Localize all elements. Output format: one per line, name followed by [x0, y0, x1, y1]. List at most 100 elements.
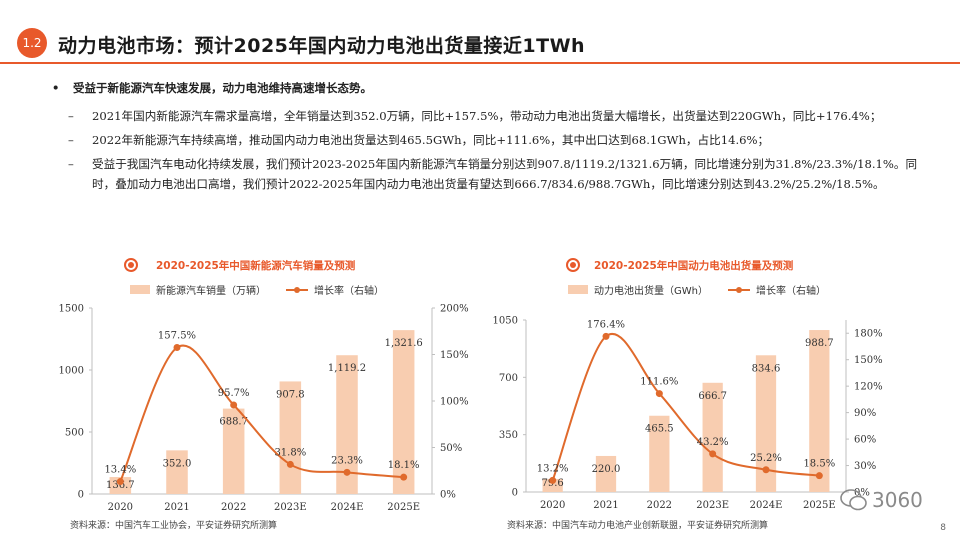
growth-point	[709, 450, 717, 458]
page-number: 8	[940, 523, 946, 533]
y2-tick-label: 100%	[440, 397, 469, 408]
chart-title-icon	[566, 258, 580, 272]
growth-label: 176.4%	[587, 319, 625, 330]
bar	[542, 478, 563, 492]
bar	[809, 330, 830, 492]
legend-line-label: 增长率（右轴）	[314, 286, 384, 297]
y-tick-label: 1050	[493, 316, 518, 327]
growth-point	[400, 473, 408, 481]
bar	[109, 477, 132, 494]
bar	[166, 450, 188, 494]
growth-label: 157.5%	[158, 331, 196, 342]
legend-line-swatch	[286, 285, 308, 294]
bar-value-label: 688.7	[219, 417, 248, 428]
main-bullet-text: 受益于新能源汽车快速发展，动力电池维持高速增长态势。	[73, 81, 372, 95]
growth-point	[602, 332, 610, 340]
x-tick-label: 2020	[108, 502, 133, 513]
growth-label: 18.1%	[388, 460, 420, 471]
x-tick-label: 2021	[164, 502, 189, 513]
bar-value-label: 834.6	[752, 363, 781, 374]
growth-label: 43.2%	[697, 437, 729, 448]
growth-point	[762, 466, 770, 474]
source-left: 资料来源：中国汽车工业协会，平安证券研究所测算	[70, 521, 278, 531]
legend-right: 动力电池出货量（GWh） 增长率（右轴）	[568, 282, 826, 297]
bar-value-label: 1,119.2	[328, 363, 366, 374]
x-tick-label: 2025E	[387, 502, 420, 513]
header-divider	[0, 62, 960, 64]
legend-line-label: 增长率（右轴）	[755, 286, 826, 297]
bullet-dot: •	[52, 81, 60, 95]
x-tick-label: 2021	[593, 500, 618, 511]
x-tick-label: 2024E	[750, 500, 783, 511]
legend-bar-swatch	[130, 285, 150, 294]
chart-title-right: 2020-2025年中国动力电池出货量及预测	[594, 260, 794, 272]
y-tick-label: 500	[65, 428, 84, 439]
sub-bullet-text: 受益于我国汽车电动化持续发展，我们预计2023-2025年国内新能源汽车销量分别…	[92, 157, 918, 191]
y-tick-label: 0	[512, 488, 518, 499]
bar-value-label: 465.5	[645, 424, 674, 435]
growth-label: 111.6%	[640, 377, 678, 388]
chart-title-icon	[124, 258, 138, 272]
bar	[392, 330, 415, 494]
y2-tick-label: 30%	[854, 461, 876, 472]
bar-value-label: 1,321.6	[385, 338, 423, 349]
y-tick-label: 0	[78, 490, 84, 501]
growth-point	[230, 401, 238, 409]
main-bullet: • 受益于新能源汽车快速发展，动力电池维持高速增长态势。	[44, 78, 924, 98]
x-tick-label: 2025E	[803, 500, 836, 511]
growth-point	[549, 476, 557, 484]
bar-value-label: 220.0	[592, 464, 621, 475]
chart-title-left: 2020-2025年中国新能源汽车销量及预测	[156, 260, 356, 272]
y2-tick-label: 0%	[440, 490, 456, 501]
y2-tick-label: 150%	[440, 350, 469, 361]
growth-point	[286, 460, 294, 468]
growth-point	[343, 468, 351, 476]
x-tick-label: 2022	[647, 500, 672, 511]
x-tick-label: 2022	[221, 502, 246, 513]
y-tick-label: 350	[499, 430, 518, 441]
legend-left: 新能源汽车销量（万辆） 增长率（右轴）	[130, 282, 384, 297]
growth-point	[173, 344, 181, 352]
watermark: 3060	[840, 488, 923, 512]
y-tick-label: 1500	[59, 304, 84, 315]
growth-label: 25.2%	[750, 453, 782, 464]
watermark-text: 3060	[872, 488, 923, 512]
x-tick-label: 2024E	[331, 502, 364, 513]
bullet-dash: –	[68, 133, 74, 147]
y2-tick-label: 60%	[854, 435, 876, 446]
sub-bullet: – 2021年国内新能源汽车需求量高增，全年销量达到352.0万辆，同比+157…	[44, 106, 924, 126]
y2-tick-label: 180%	[854, 329, 883, 340]
sub-bullet-text: 2022年新能源汽车持续高增，推动国内动力电池出货量达到465.5GWh，同比+…	[92, 133, 770, 147]
bar	[595, 455, 617, 492]
page-title: 动力电池市场：预计2025年国内动力电池出货量接近1TWh	[58, 35, 586, 57]
growth-label: 95.7%	[218, 388, 250, 399]
y2-tick-label: 0%	[854, 488, 870, 499]
growth-point	[815, 472, 823, 480]
bar-value-label: 666.7	[698, 391, 727, 402]
legend-bar-label: 新能源汽车销量（万辆）	[156, 286, 266, 297]
bar-value-label: 907.8	[276, 389, 305, 400]
battery-shipment-chart: 035070010500%30%60%90%120%150%180%79.620…	[493, 316, 883, 512]
bullet-list: • 受益于新能源汽车快速发展，动力电池维持高速增长态势。 – 2021年国内新能…	[44, 78, 924, 194]
growth-label: 31.8%	[274, 447, 306, 458]
ev-sales-chart: 0 500 1000 1500 0% 50% 100% 150% 200% 136.7 2020 35…	[59, 304, 469, 514]
y2-tick-label: 120%	[854, 382, 883, 393]
sub-bullet: – 受益于我国汽车电动化持续发展，我们预计2023-2025年国内新能源汽车销量…	[44, 154, 924, 194]
growth-point	[116, 478, 124, 486]
legend-line-swatch	[727, 285, 750, 294]
bar	[222, 408, 245, 494]
y2-tick-label: 150%	[854, 355, 883, 366]
legend-bar-label: 动力电池出货量（GWh）	[594, 286, 708, 297]
bar	[279, 381, 302, 494]
growth-label: 13.2%	[537, 463, 569, 474]
y-tick-label: 700	[499, 373, 518, 384]
bar	[755, 355, 777, 492]
slide-header: 1.2 动力电池市场：预计2025年国内动力电池出货量接近1TWh	[0, 0, 960, 62]
bar	[336, 355, 358, 494]
growth-label: 13.4%	[104, 465, 136, 476]
y2-tick-label: 200%	[440, 304, 469, 315]
growth-label: 23.3%	[331, 455, 363, 466]
growth-label: 18.5%	[803, 459, 835, 470]
x-tick-label: 2023E	[696, 500, 729, 511]
source-right: 资料来源：中国汽车动力电池产业创新联盟，平安证券研究所测算	[507, 521, 769, 531]
